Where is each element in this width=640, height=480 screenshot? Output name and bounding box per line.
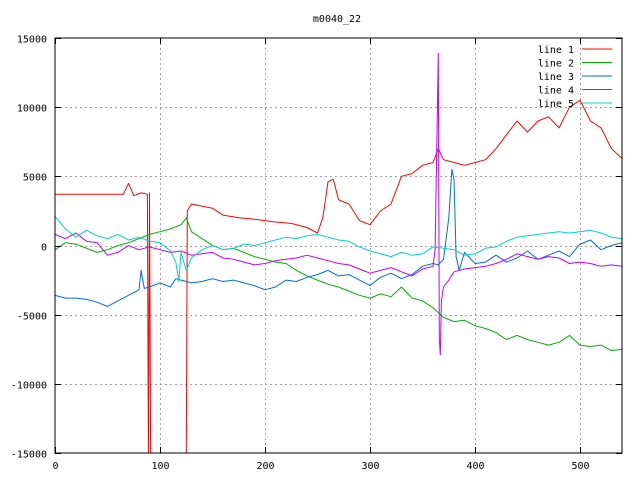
legend-label: line 5: [538, 99, 574, 110]
x-tick-label: 100: [151, 461, 169, 472]
series-line-2: [55, 217, 622, 352]
y-tick-label: 0: [41, 243, 47, 254]
y-tick-label: -10000: [11, 381, 47, 392]
y-tick-label: 5000: [23, 173, 47, 184]
legend-label: line 1: [538, 45, 574, 56]
y-tick-label: 15000: [17, 35, 47, 46]
x-tick-label: 300: [361, 461, 379, 472]
series-line-1: [55, 99, 622, 453]
y-tick-label: -5000: [17, 312, 47, 323]
y-tick-label: 10000: [17, 104, 47, 115]
series-line-4: [55, 52, 622, 356]
legend: line 1 line 2 line 3 line 4 line 5: [538, 45, 612, 110]
series-line-3: [55, 168, 622, 307]
x-tick-label: 0: [52, 461, 58, 472]
legend-label: line 2: [538, 59, 574, 70]
x-tick-label: 400: [466, 461, 484, 472]
series-group: [55, 52, 622, 453]
legend-label: line 3: [538, 72, 574, 83]
legend-label: line 4: [538, 86, 574, 97]
grid-lines: [55, 38, 622, 453]
y-tick-label: -15000: [11, 450, 47, 461]
x-tick-label: 500: [571, 461, 589, 472]
plot-frame: [54, 37, 623, 454]
axis-ticks: 0 100 200 300 400 500 -15000 -10000 -5000 0 5000 10…: [11, 35, 622, 472]
series-line-5: [55, 216, 622, 282]
chart-title: m0040_22: [313, 14, 361, 25]
x-tick-label: 200: [256, 461, 274, 472]
